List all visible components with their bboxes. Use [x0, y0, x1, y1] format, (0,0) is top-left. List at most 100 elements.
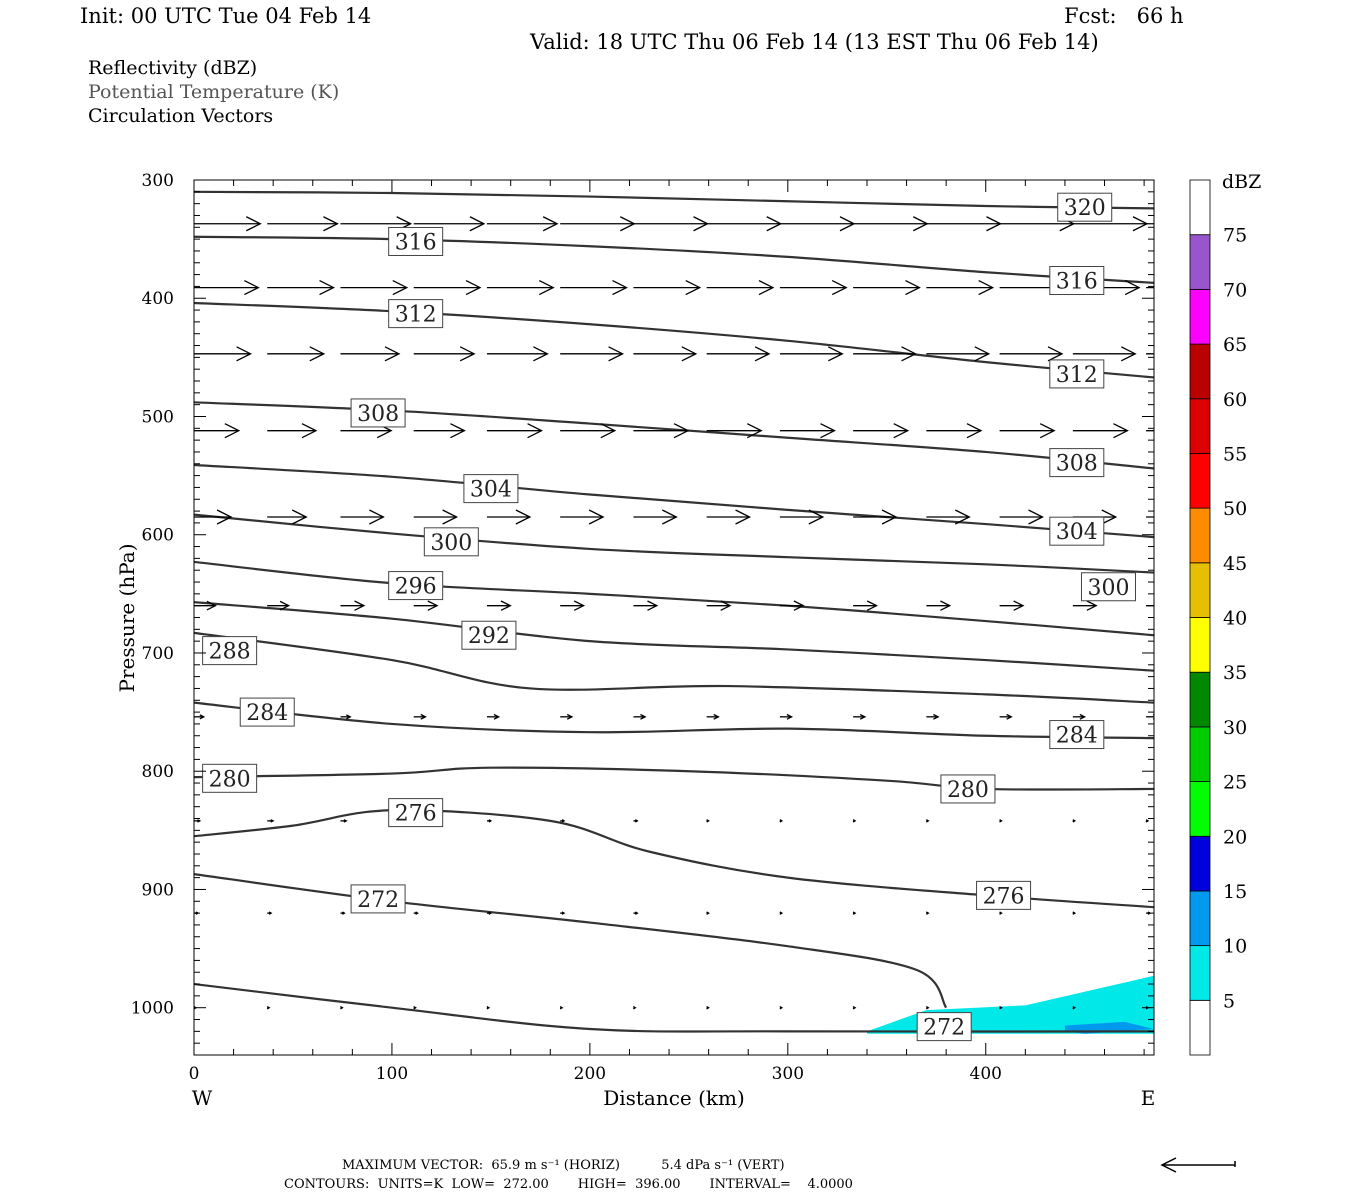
- vector-head: [1175, 510, 1189, 524]
- vector-head: [852, 819, 857, 823]
- contour-label-box: [463, 474, 519, 504]
- vector-head: [527, 423, 544, 439]
- vector-head: [828, 346, 844, 362]
- x-tick-label: 0: [189, 1064, 200, 1084]
- contour-300-5: [194, 513, 1154, 574]
- vector-head: [925, 819, 930, 823]
- colorbar-segment: [1189, 835, 1211, 892]
- contour-label-316: 316: [388, 226, 444, 256]
- contour-label-box: [916, 1012, 972, 1042]
- x-tick-label: 100: [376, 1064, 408, 1084]
- x-axis-label: Distance (km): [603, 1086, 745, 1110]
- vector-head: [1072, 1005, 1077, 1010]
- vector-head: [346, 714, 352, 720]
- vector-head: [224, 423, 241, 439]
- contour-label-text: 272: [923, 1016, 965, 1041]
- colorbar-level-label: 70: [1223, 279, 1247, 301]
- vector-head: [427, 600, 439, 611]
- vector-head: [706, 911, 710, 915]
- contour-label-316: 316: [1049, 266, 1105, 296]
- contour-labels: 320 316 316 312 312 308 308 304 304 300 300 296 292 2…: [202, 192, 1136, 1042]
- vector-head: [1039, 423, 1056, 439]
- vector-head: [319, 280, 335, 296]
- vector-head: [640, 713, 647, 720]
- contour-label-276: 276: [976, 880, 1032, 910]
- vector-head: [244, 280, 260, 296]
- plot-frame: [193, 179, 1155, 1056]
- x-right-label: E: [1141, 1086, 1156, 1110]
- contour-label-box: [388, 798, 444, 828]
- vector-head: [197, 819, 202, 823]
- contour-label-304: 304: [1049, 516, 1105, 546]
- contour-label-276: 276: [388, 798, 444, 828]
- colorbar-segment: [1189, 343, 1211, 400]
- y-tick-label: 800: [142, 762, 174, 782]
- vector-head: [852, 1005, 857, 1010]
- contour-label-text: 272: [357, 888, 399, 913]
- vector-head: [1145, 819, 1150, 823]
- contour-label-text: 308: [357, 402, 399, 427]
- colorbar-level-label: 5: [1223, 990, 1235, 1012]
- vector-head: [600, 423, 617, 439]
- vector-head: [216, 509, 233, 525]
- contour-label-312: 312: [388, 299, 444, 329]
- vector-head: [309, 346, 326, 362]
- vector-head: [199, 714, 206, 720]
- vector-head: [612, 280, 628, 296]
- contour-label-288: 288: [202, 636, 258, 666]
- vector-head: [706, 1005, 710, 1010]
- vector-head: [925, 911, 930, 915]
- y-tick-label: 300: [142, 171, 174, 191]
- contour-label-280: 280: [202, 763, 258, 793]
- colorbar-level-label: 30: [1223, 717, 1247, 739]
- vector-head: [1028, 509, 1044, 525]
- vector-head: [673, 423, 690, 439]
- contour-label-text: 300: [1087, 576, 1129, 601]
- y-tick-label: 600: [142, 526, 174, 546]
- contour-label-text: 312: [395, 303, 437, 328]
- vector-head: [974, 346, 991, 362]
- vector-head: [488, 819, 493, 823]
- vector-head: [820, 423, 836, 439]
- contour-label-272: 272: [350, 884, 406, 914]
- vector-head: [206, 600, 217, 611]
- contour-label-280: 280: [940, 774, 996, 804]
- colorbar-segment: [1189, 562, 1211, 618]
- colorbar-segment: [1189, 453, 1211, 509]
- contour-312-2: [194, 301, 1154, 379]
- vector-head: [1120, 346, 1137, 362]
- contour-label-text: 284: [246, 701, 288, 726]
- vector-head: [706, 819, 710, 823]
- contour-label-box: [350, 398, 406, 428]
- vector-head: [538, 280, 555, 296]
- contour-label-text: 276: [395, 802, 437, 827]
- contour-label-box: [423, 527, 479, 557]
- vector-head: [369, 509, 385, 525]
- contour-292-7: [194, 601, 1154, 672]
- vector-head: [1013, 600, 1025, 611]
- vector-head: [713, 713, 720, 720]
- contour-label-text: 308: [1056, 452, 1098, 477]
- contour-316-1: [194, 235, 1154, 284]
- legend-potential-temperature: Potential Temperature (K): [88, 81, 340, 103]
- vector-head: [793, 600, 805, 611]
- vector-head: [808, 509, 825, 525]
- vector-head: [735, 509, 752, 525]
- vector-head: [270, 819, 275, 823]
- x-left-label: W: [192, 1086, 213, 1110]
- colorbar-segment: [1189, 234, 1211, 290]
- y-tick-label: 900: [142, 880, 174, 900]
- vector-head: [301, 423, 318, 439]
- y-tick-label: 1000: [131, 999, 174, 1019]
- vector-head: [542, 216, 559, 232]
- colorbar-level-label: 15: [1223, 881, 1247, 903]
- vector-head: [966, 423, 983, 439]
- contour-label-box: [976, 880, 1032, 910]
- contour-label-text: 284: [1056, 724, 1098, 749]
- vector-head: [685, 280, 702, 296]
- vector-head: [1006, 713, 1013, 720]
- vector-head: [999, 1005, 1003, 1010]
- contour-label-text: 280: [947, 778, 989, 803]
- contour-label-box: [202, 763, 258, 793]
- vector-head: [681, 346, 698, 362]
